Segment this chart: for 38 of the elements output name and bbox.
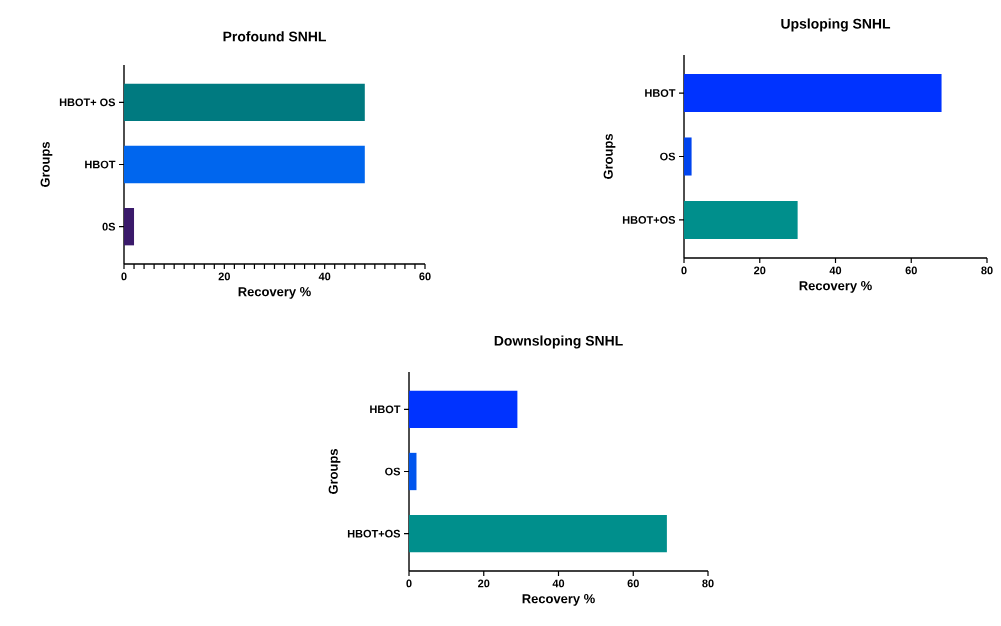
y-tick-label: HBOT <box>645 89 676 97</box>
bar <box>684 74 942 113</box>
chart-title: Profound SNHL <box>223 31 326 42</box>
x-tick-label: 20 <box>754 266 766 275</box>
x-axis-title: Recovery % <box>238 287 311 299</box>
y-tick-label: HBOT <box>370 405 401 414</box>
y-tick-label: OS <box>385 467 401 476</box>
y-axis-title: Groups <box>603 134 616 179</box>
x-tick-label: 40 <box>318 272 331 281</box>
y-tick-label: OS <box>660 152 676 161</box>
x-tick-label: 20 <box>218 272 230 281</box>
bar <box>409 390 518 428</box>
y-tick-label: HBOT+OS <box>347 529 401 538</box>
chart-title: Downsloping SNHL <box>494 335 623 349</box>
x-tick-label: 60 <box>905 266 917 275</box>
x-tick-label: 0 <box>121 272 127 281</box>
y-tick-label: HBOT <box>85 160 116 169</box>
x-tick-label: 80 <box>981 266 993 275</box>
x-tick-label: 60 <box>419 272 431 281</box>
x-tick-label: 20 <box>478 579 490 588</box>
x-axis-title: Recovery % <box>799 281 872 293</box>
bar <box>684 200 798 239</box>
y-axis-title: Groups <box>40 142 53 187</box>
y-tick-label: HBOT+OS <box>622 216 676 224</box>
x-tick-label: 40 <box>552 579 565 588</box>
y-tick-label: 0S <box>102 222 116 231</box>
x-tick-label: 60 <box>627 579 639 588</box>
bar <box>409 452 417 491</box>
x-axis-title: Recovery % <box>522 594 595 606</box>
bar <box>409 515 667 553</box>
x-tick-label: 40 <box>829 266 842 275</box>
x-tick-label: 80 <box>702 579 714 588</box>
bar <box>684 137 692 176</box>
x-tick-label: 0 <box>406 579 412 588</box>
y-tick-label: HBOT+ OS <box>59 98 116 107</box>
y-axis-title: Groups <box>328 449 341 494</box>
chart-title: Upsloping SNHL <box>781 18 891 32</box>
x-tick-label: 0 <box>681 266 687 275</box>
